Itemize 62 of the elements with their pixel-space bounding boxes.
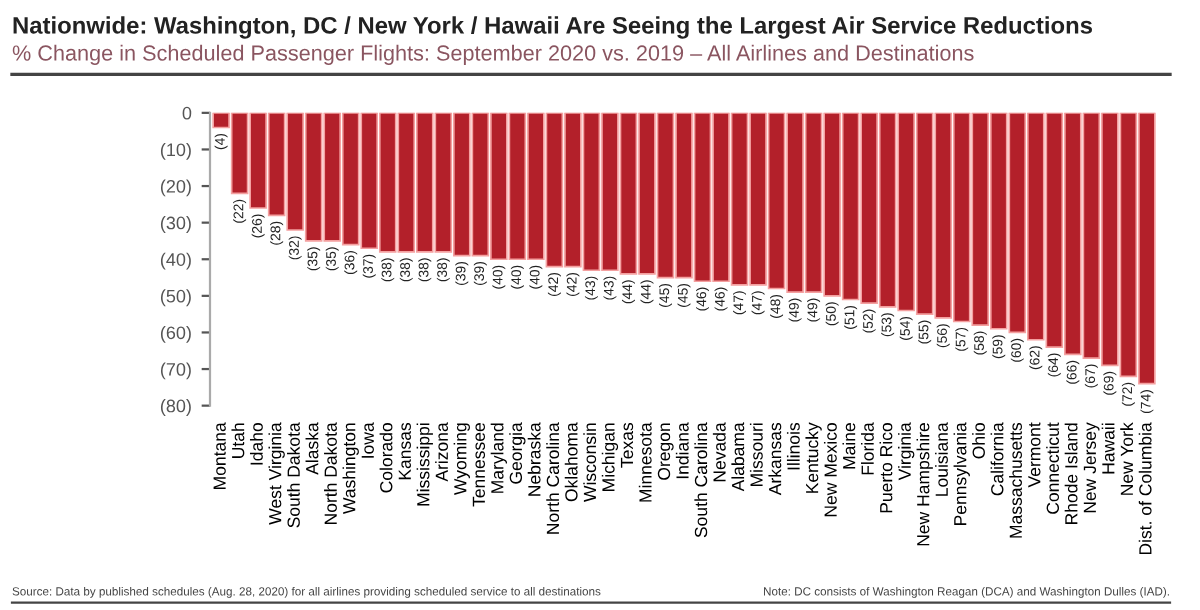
x-tick-label: Tennessee: [472, 423, 486, 507]
x-tick-label: Alabama: [731, 422, 745, 492]
x-tick-label: Nevada: [712, 422, 726, 482]
x-tick-label: Wisconsin: [583, 423, 597, 502]
x-tick-label: Louisiana: [935, 422, 948, 496]
x-tick-label: Virginia: [898, 422, 915, 481]
x-tick-label: Vermont: [1028, 422, 1041, 488]
x-tick-label: Michigan: [601, 423, 619, 491]
x-tick-label: Arkansas: [768, 422, 782, 496]
x-tick-label: Iowa: [361, 422, 374, 458]
y-tick-label: (50): [160, 289, 191, 307]
x-tick-label: West Virginia: [268, 422, 285, 525]
y-tick-label: (80): [160, 399, 191, 416]
x-tick-label: Pennsylvania: [953, 422, 970, 525]
x-tick-label: Hawaii: [1101, 423, 1115, 474]
x-tick-label: New Hampshire: [916, 423, 933, 546]
x-tick-label: North Dakota: [324, 422, 337, 524]
x-tick-label: Dist. of Columbia: [1138, 422, 1152, 555]
x-tick-label: North Carolina: [546, 422, 560, 534]
x-tick-label: Maryland: [490, 423, 507, 493]
x-tick-label: Minnesota: [638, 422, 652, 502]
y-tick-label: (60): [160, 325, 191, 343]
y-tick-label: (40): [160, 252, 191, 270]
x-tick-label: Utah: [231, 423, 245, 458]
x-tick-label: Missouri: [749, 423, 763, 487]
y-tick-label: (10): [160, 142, 191, 160]
x-tick-label: Idaho: [249, 423, 263, 465]
y-tick-label: (20): [160, 179, 191, 197]
y-tick-label: (70): [160, 362, 191, 380]
x-tick-label: New Mexico: [823, 423, 837, 517]
chart-title: Nationwide: Washington, DC / New York / Hawaii Are Seeing the Largest Air Service Reductions: [13, 16, 1092, 39]
x-tick-label: Georgia: [509, 422, 526, 484]
chart-subtitle: % Change in Scheduled Passenger Flights: September 2020 vs. 2019 – All Airlines and Destinations: [12, 44, 974, 65]
x-tick-label: South Carolina: [694, 422, 708, 538]
x-tick-label: Nebraska: [527, 422, 541, 496]
x-tick-label: Kentucky: [805, 422, 822, 493]
x-tick-label: New Jersey: [1083, 422, 1100, 513]
x-tick-label: Maine: [842, 423, 856, 469]
x-tick-label: Oklahoma: [564, 422, 578, 502]
x-tick-label: Rhode Island: [1064, 423, 1078, 524]
x-tick-label: California: [990, 422, 1004, 496]
x-tick-label: Connecticut: [1046, 422, 1060, 514]
x-tick-label: South Dakota: [287, 422, 300, 528]
x-tick-label: Colorado: [379, 423, 393, 493]
x-tick-label: Florida: [861, 422, 874, 475]
x-tick-label: Indiana: [675, 422, 689, 479]
y-tick-label: 0: [182, 106, 192, 120]
x-tick-label: New York: [1120, 422, 1134, 495]
x-tick-label: Illinois: [786, 422, 800, 470]
x-tick-label: Mississippi: [416, 423, 433, 506]
x-tick-label: Montana: [213, 422, 226, 489]
x-tick-label: Texas: [620, 422, 634, 468]
x-tick-label: Wyoming: [453, 423, 470, 496]
x-tick-label: Kansas: [398, 422, 411, 480]
y-tick-label: (30): [160, 216, 191, 233]
x-tick-label: Washington: [342, 423, 359, 514]
x-tick-label: Massachusetts: [1009, 422, 1022, 538]
x-tick-label: Puerto Rico: [879, 423, 893, 513]
x-tick-label: Oregon: [657, 423, 674, 480]
x-tick-label: Ohio: [972, 423, 985, 459]
x-tick-label: Alaska: [305, 422, 319, 475]
x-tick-label: Arizona: [435, 422, 448, 482]
